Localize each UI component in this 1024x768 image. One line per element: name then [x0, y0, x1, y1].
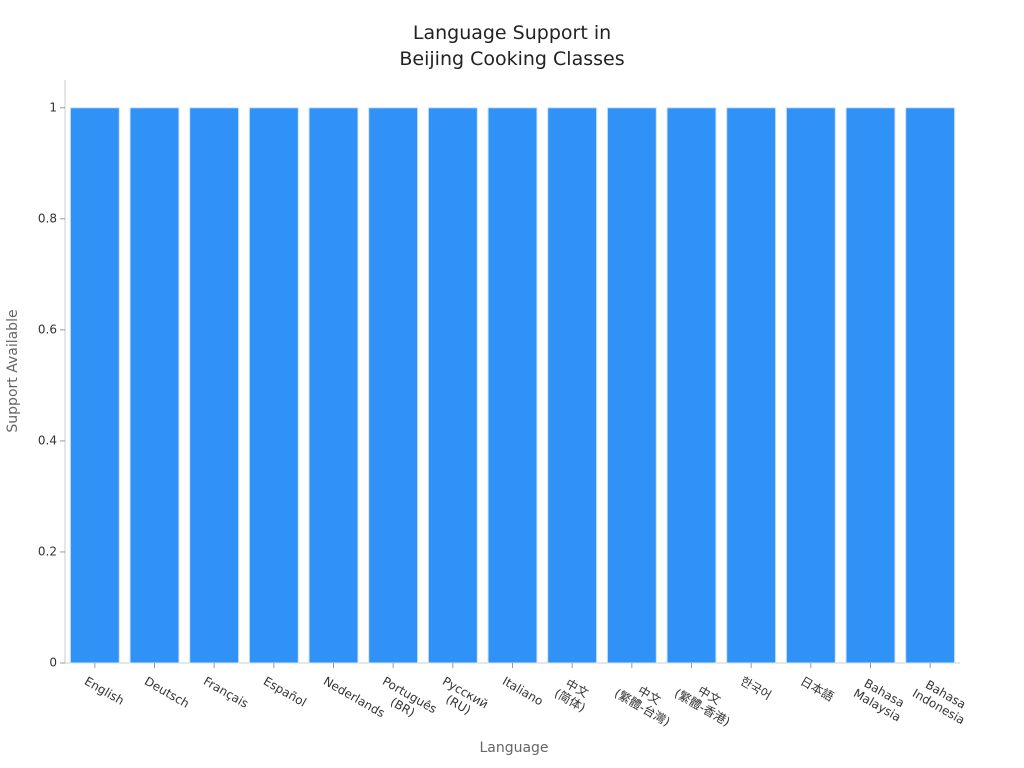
bar [547, 107, 598, 664]
y-tick-label: 0.4 [38, 433, 57, 447]
y-tick-label: 0.6 [38, 322, 57, 336]
bar [606, 107, 657, 664]
bar [726, 107, 777, 664]
bar [905, 107, 956, 664]
bar [308, 107, 359, 664]
bar [129, 107, 180, 664]
y-tick-label: 0.2 [38, 544, 57, 558]
y-tick-label: 0 [49, 656, 57, 670]
bar [69, 107, 120, 664]
x-axis-label: Language [479, 740, 549, 756]
bar [785, 107, 836, 664]
bar [487, 107, 538, 664]
bar [666, 107, 717, 664]
chart-title: Language Support in Beijing Cooking Clas… [399, 22, 625, 70]
bar [427, 107, 478, 664]
bar [248, 107, 299, 664]
bar [189, 107, 240, 664]
y-axis-label: Support Available [5, 309, 21, 433]
bar [845, 107, 896, 664]
y-tick-label: 0.8 [38, 211, 57, 225]
y-tick-label: 1 [49, 100, 57, 114]
bar [368, 107, 419, 664]
